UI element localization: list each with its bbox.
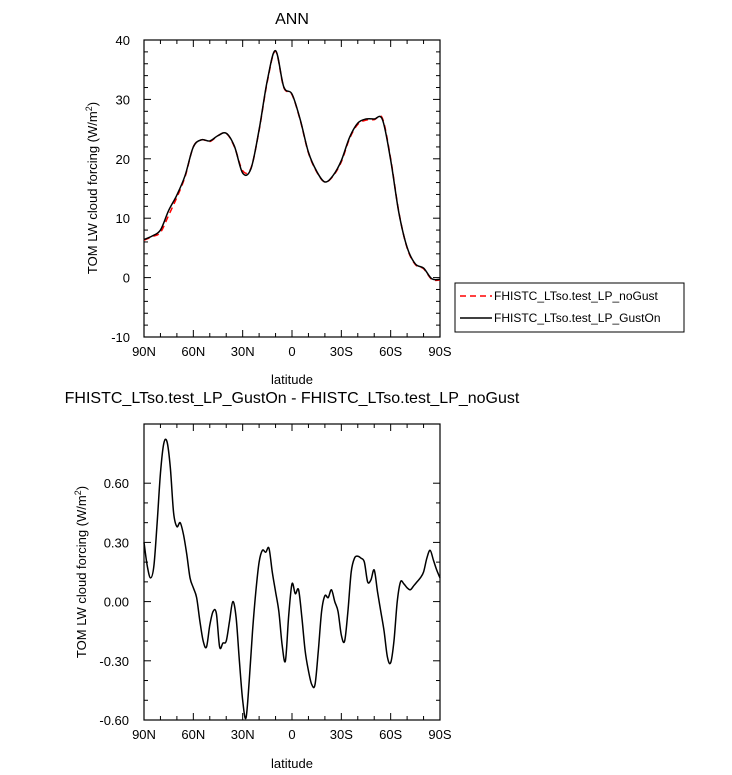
x-tick-label: 90S	[428, 727, 451, 742]
bottom-y-tick-labels: -0.60 -0.30 0.00 0.30 0.60	[99, 476, 129, 728]
x-tick-label: 90N	[132, 344, 156, 359]
x-tick-label: 60N	[181, 344, 205, 359]
bottom-x-tick-labels: 90N 60N 30N 0 30S 60S 90S	[132, 727, 452, 742]
legend: FHISTC_LTso.test_LP_noGust FHISTC_LTso.t…	[454, 282, 685, 333]
bottom-y-axis-label: TOM LW cloud forcing (W/m2)	[73, 486, 89, 658]
bottom-chart-title: FHISTC_LTso.test_LP_GustOn - FHISTC_LTso…	[65, 390, 520, 407]
y-tick-label: 0.00	[104, 595, 129, 610]
y-tick-label: 0	[123, 271, 130, 286]
bottom-chart: FHISTC_LTso.test_LP_GustOn - FHISTC_LTso…	[65, 390, 520, 771]
x-tick-label: 90N	[132, 727, 156, 742]
top-x-axis-label: latitude	[271, 372, 313, 387]
y-tick-label: 40	[116, 33, 130, 48]
y-tick-label: 30	[116, 92, 130, 107]
x-tick-label: 60S	[379, 727, 402, 742]
x-tick-label: 60S	[379, 344, 402, 359]
bottom-ticks	[143, 424, 441, 721]
top-chart-title: ANN	[275, 11, 309, 28]
x-tick-label: 30N	[231, 344, 255, 359]
y-tick-label: 0.30	[104, 535, 129, 550]
y-tick-label: 10	[116, 211, 130, 226]
top-series-lines	[143, 49, 441, 282]
top-y-axis-label: TOM LW cloud forcing (W/m2)	[84, 102, 100, 274]
bottom-series-lines	[143, 438, 441, 720]
y-tick-label: 0.60	[104, 476, 129, 491]
legend-label-nogust: FHISTC_LTso.test_LP_noGust	[494, 289, 659, 303]
legend-label-guston: FHISTC_LTso.test_LP_GustOn	[494, 311, 661, 325]
top-ticks	[143, 39, 441, 338]
y-tick-label: -0.60	[99, 713, 129, 728]
y-tick-label: 20	[116, 152, 130, 167]
top-chart: ANN 90N 60N 30N 0 30S 60S 90S -10 0 10 20 30 40 lat…	[84, 11, 685, 387]
x-tick-label: 60N	[181, 727, 205, 742]
x-tick-label: 0	[288, 344, 295, 359]
y-tick-label: -0.30	[99, 654, 129, 669]
y-tick-label: -10	[111, 330, 130, 345]
x-tick-label: 30S	[330, 344, 353, 359]
top-y-tick-labels: -10 0 10 20 30 40	[111, 33, 130, 345]
bottom-x-axis-label: latitude	[271, 756, 313, 771]
legend-box	[454, 282, 685, 333]
x-tick-label: 30N	[231, 727, 255, 742]
top-x-tick-labels: 90N 60N 30N 0 30S 60S 90S	[132, 344, 452, 359]
x-tick-label: 90S	[428, 344, 451, 359]
series-line-0-1	[143, 49, 441, 281]
x-tick-label: 30S	[330, 727, 353, 742]
x-tick-label: 0	[288, 727, 295, 742]
series-line-1-0	[143, 438, 441, 720]
